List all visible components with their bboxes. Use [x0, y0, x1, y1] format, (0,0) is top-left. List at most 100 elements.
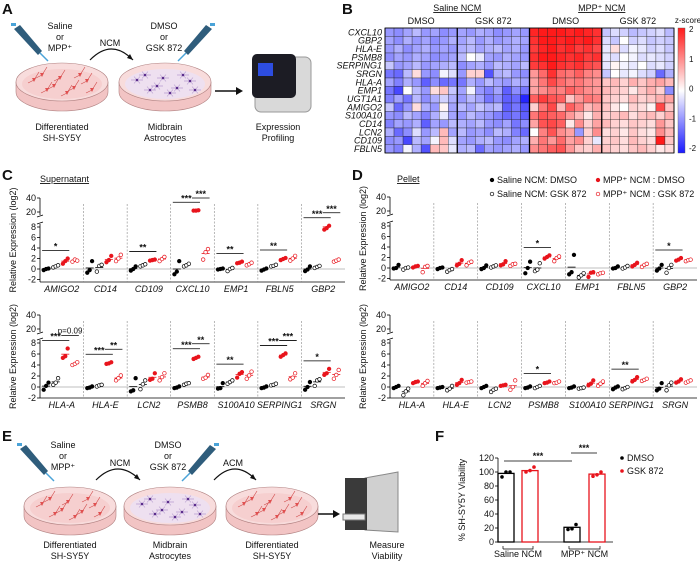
significance-label: *	[667, 241, 671, 251]
data-point	[326, 223, 332, 228]
heatmap-cell	[583, 94, 593, 104]
heatmap-cell	[511, 77, 521, 87]
significance-label: **	[270, 241, 278, 251]
heatmap-cell	[429, 127, 440, 137]
heatmap-cell	[493, 69, 503, 79]
heatmap-cell	[529, 77, 539, 87]
heatmap-cell	[538, 136, 548, 145]
data-point	[205, 246, 211, 252]
heatmap-cell	[529, 102, 539, 112]
neuron-cell	[60, 508, 64, 512]
pipette-tip	[39, 52, 49, 62]
heatmap-cell	[520, 52, 530, 62]
heatmap-cell	[493, 102, 503, 112]
heatmap-cell	[420, 52, 431, 62]
neuron-cell	[268, 500, 272, 504]
y-tick-label: 20	[376, 324, 386, 334]
data-point	[186, 381, 191, 386]
gene-label: CD14	[444, 282, 467, 292]
heatmap-cell	[502, 52, 512, 62]
data-point	[218, 385, 223, 391]
pipette-icon	[177, 23, 215, 62]
data-point	[501, 262, 506, 267]
neuron-cell	[72, 86, 76, 90]
data-point	[459, 257, 464, 263]
gene-label: AMIGO2	[43, 284, 79, 294]
legend-marker	[620, 469, 624, 473]
heatmap-cell	[610, 144, 620, 154]
gene-label: GBP2	[311, 284, 335, 294]
astrocyte-cell	[193, 88, 197, 92]
curved-arrow-icon	[95, 468, 141, 481]
heatmap-cell	[529, 36, 539, 45]
transfer-label: NCM	[100, 38, 121, 48]
y-tick-label: 100	[479, 467, 494, 477]
heatmap-cell	[565, 44, 575, 54]
heatmap-cell	[511, 52, 521, 62]
data-point	[600, 379, 606, 384]
data-point	[600, 270, 606, 275]
heatmap-cell	[565, 136, 575, 145]
column-group-label: GSK 872	[620, 16, 657, 26]
data-point	[678, 255, 684, 261]
heatmap-cell	[448, 94, 458, 104]
heatmap-cell	[619, 111, 630, 120]
heatmap-cell	[538, 36, 548, 45]
significance-label: ***	[579, 443, 590, 453]
cell-type-label: Astrocytes	[144, 133, 187, 143]
data-point	[591, 270, 596, 275]
heatmap-cell	[628, 27, 639, 37]
astrocyte-cell	[148, 497, 152, 501]
heatmap-cell	[420, 44, 431, 54]
heatmap-cell	[619, 44, 630, 54]
data-point	[305, 384, 310, 390]
neurite	[55, 509, 63, 514]
heatmap-row-label: CXCL10	[348, 27, 382, 37]
heatmap-cell	[502, 36, 512, 45]
data-point	[43, 383, 49, 389]
heatmap-cell	[601, 119, 611, 129]
legend-label: Saline NCM: GSK 872	[497, 189, 587, 199]
heatmap-cell	[420, 111, 431, 120]
heatmap-cell	[592, 52, 602, 62]
data-point	[493, 386, 499, 391]
heatmap-cell	[393, 77, 404, 87]
heatmap-cell	[628, 119, 639, 129]
neuron-cell	[262, 508, 266, 512]
data-point	[55, 376, 61, 381]
column-group-label: DMSO	[408, 16, 435, 26]
colorbar-tick: 0	[689, 85, 694, 94]
heatmap-cell	[646, 69, 657, 79]
heatmap-cell	[520, 27, 530, 37]
neurite	[27, 79, 35, 84]
gene-label: SERPING1	[608, 400, 654, 410]
heatmap-cell	[583, 86, 593, 95]
significance-label: **	[226, 355, 234, 365]
neurite	[80, 80, 88, 85]
category-label: Saline NCM	[494, 549, 542, 559]
heatmap-cell	[574, 61, 584, 70]
heatmap-cell	[511, 94, 521, 104]
heatmap-cell	[393, 69, 404, 79]
heatmap-cell	[475, 52, 485, 62]
heatmap-cell	[592, 77, 602, 87]
heatmap-cell	[439, 119, 449, 129]
heatmap-cell	[601, 61, 611, 70]
astrocyte-cell	[143, 73, 147, 77]
y-tick-label: 20	[484, 523, 494, 533]
data-point	[615, 264, 620, 269]
data-point	[415, 379, 420, 384]
heatmap-cell	[384, 44, 395, 54]
gene-label: EMP1	[224, 284, 249, 294]
heatmap-cell	[547, 36, 557, 45]
heatmap-cell	[592, 61, 602, 70]
arrowhead	[134, 474, 140, 480]
heatmap-cell	[592, 27, 602, 37]
y-tick-label: -2	[28, 275, 36, 285]
heatmap-cell	[466, 94, 476, 104]
bar	[588, 473, 606, 543]
data-point	[634, 374, 640, 380]
y-tick-label: 40	[26, 310, 36, 320]
heatmap-row-label: EMP1	[357, 86, 382, 96]
gene-label: SRGN	[662, 400, 689, 410]
